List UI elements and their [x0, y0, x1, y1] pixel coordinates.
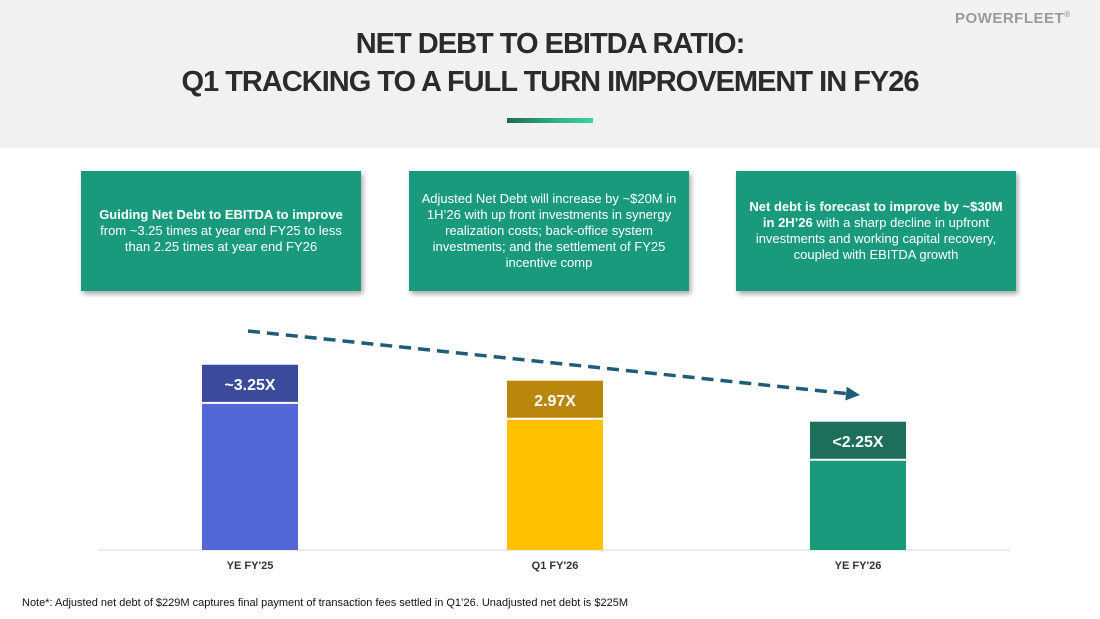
powerfleet-logo: POWERFLEET® — [955, 10, 1071, 27]
data-label-1: ~3.25X — [224, 377, 275, 394]
card-3-text: with a sharp decline in upfront investme… — [755, 215, 997, 262]
trend-arrow-head — [845, 386, 860, 401]
card-1-text: from ~3.25 times at year end FY25 to les… — [100, 223, 342, 254]
bar-1-label-box — [202, 364, 298, 403]
page-title: NET DEBT TO EBITDA RATIO: Q1 TRACKING TO… — [0, 25, 1100, 101]
title-line-1: NET DEBT TO EBITDA RATIO: — [355, 28, 746, 60]
logo-registered-mark: ® — [1064, 10, 1071, 19]
header-band — [0, 0, 1100, 148]
logo-text: POWERFLEET — [955, 10, 1065, 27]
data-label-2: 2.97X — [534, 393, 576, 410]
card-2-text: Adjusted Net Debt will increase by ~$20M… — [421, 191, 677, 270]
info-card-guidance: Guiding Net Debt to EBITDA to improve fr… — [81, 171, 361, 291]
title-underline — [507, 118, 593, 123]
footnote: Note*: Adjusted net debt of $229M captur… — [22, 597, 628, 609]
card-1-bold: Guiding Net Debt to EBITDA to improve — [99, 207, 343, 222]
bar-2-label-box — [507, 380, 603, 419]
x-tick-label-1: YE FY'25 — [227, 560, 274, 572]
info-card-increase: Adjusted Net Debt will increase by ~$20M… — [409, 171, 689, 291]
title-line-2: Q1 TRACKING TO A FULL TURN IMPROVEMENT I… — [181, 66, 919, 98]
bar-3-label-box — [810, 421, 906, 460]
trend-arrow-line — [247, 329, 849, 396]
data-label-3: <2.25X — [832, 434, 883, 451]
x-tick-label-2: Q1 FY'26 — [532, 560, 579, 572]
info-card-forecast: Net debt is forecast to improve by ~$30M… — [736, 171, 1016, 291]
x-tick-label-3: YE FY'26 — [835, 560, 882, 572]
card-3-bold: Net debt is forecast to improve by ~$30M… — [749, 199, 1003, 230]
